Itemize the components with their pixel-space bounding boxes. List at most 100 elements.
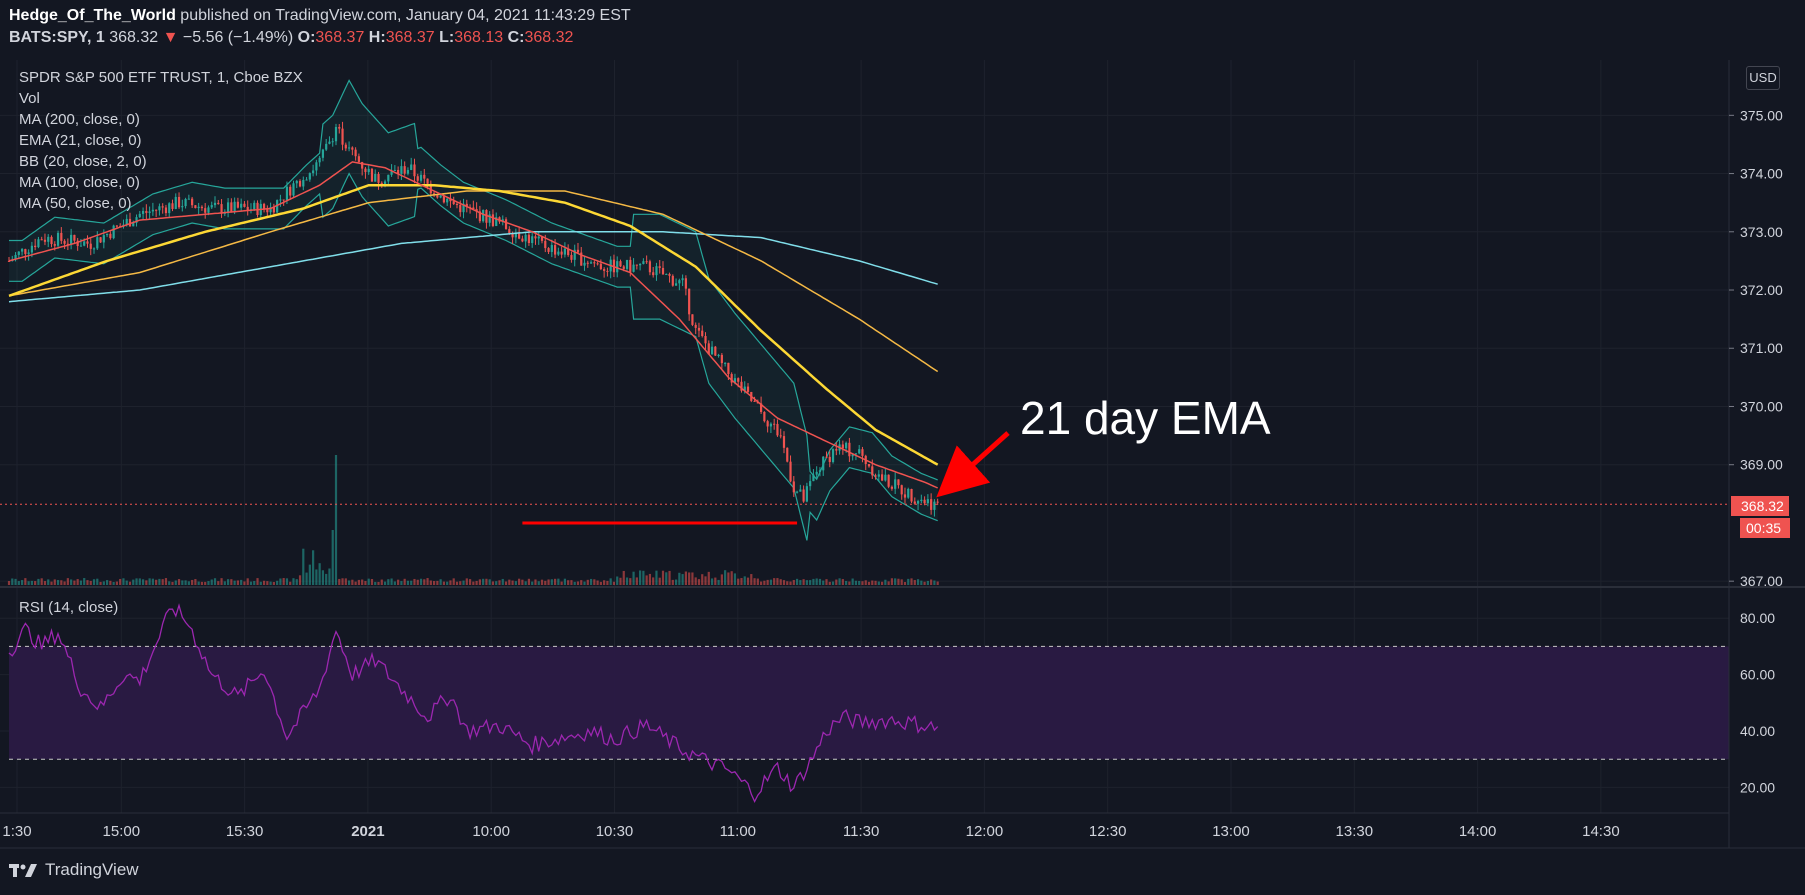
candle-body — [769, 423, 773, 427]
volume-bar — [635, 577, 638, 585]
candle-body — [344, 144, 347, 149]
volume-bar — [184, 580, 187, 585]
candle-body — [27, 252, 30, 254]
volume-bar — [563, 578, 566, 585]
legend-ema21[interactable]: EMA (21, close, 0) — [19, 132, 142, 149]
footer-brand-label: TradingView — [45, 860, 139, 879]
candle-body — [50, 236, 53, 245]
volume-bar — [423, 579, 426, 585]
volume-bar — [730, 571, 733, 585]
volume-bar — [259, 581, 262, 585]
volume-bar — [491, 581, 495, 585]
footer-brand[interactable]: TradingView — [9, 860, 139, 880]
volume-bar — [282, 578, 285, 585]
volume-bar — [312, 550, 315, 585]
publish-header: Hedge_Of_The_World published on TradingV… — [0, 0, 1805, 60]
candle-body — [746, 386, 750, 392]
candle-body — [465, 203, 468, 208]
volume-bar — [331, 530, 334, 585]
candle-body — [164, 207, 168, 214]
candle-body — [629, 259, 632, 272]
open-value: 368.37 — [315, 29, 365, 46]
price-tick-label: 367.00 — [1740, 573, 1783, 589]
candle-body — [302, 180, 305, 187]
candle-body — [128, 218, 132, 227]
time-tick-label: 1:30 — [2, 823, 31, 840]
volume-bar — [540, 579, 544, 585]
time-tick-label: 15:30 — [226, 823, 264, 840]
rsi-legend[interactable]: RSI (14, close) — [19, 599, 119, 616]
volume-bar — [583, 581, 586, 585]
candle-body — [720, 354, 723, 364]
volume-bar — [73, 580, 76, 585]
candle-body — [482, 210, 485, 222]
candle-body — [298, 180, 302, 187]
volume-bar — [550, 579, 553, 585]
candle-body — [331, 141, 334, 143]
candle-body — [933, 501, 936, 510]
candle-body — [511, 233, 514, 238]
currency-button[interactable]: USD — [1746, 66, 1780, 90]
candle-body — [890, 486, 893, 489]
annotation-arrow — [936, 431, 1010, 498]
volume-bar — [465, 578, 468, 585]
candle-body — [397, 169, 400, 174]
candle-body — [14, 254, 17, 260]
volume-bar — [733, 573, 737, 585]
legend-ma50[interactable]: MA (50, close, 0) — [19, 195, 132, 212]
volume-bar — [109, 580, 112, 585]
volume-bar — [102, 581, 105, 585]
candle-body — [357, 156, 360, 162]
author-name[interactable]: Hedge_Of_The_World — [9, 7, 176, 24]
candle-body — [910, 488, 913, 502]
countdown-tag: 00:35 — [1746, 520, 1781, 536]
low-label: L: — [439, 29, 455, 46]
candle-body — [135, 217, 138, 223]
volume-bar — [468, 579, 472, 585]
volume-bar — [406, 580, 410, 585]
volume-bar — [328, 568, 331, 585]
legend-title[interactable]: SPDR S&P 500 ETF TRUST, 1, Cboe BZX — [19, 69, 303, 86]
volume-bar — [864, 580, 867, 585]
candle-body — [312, 170, 315, 174]
candle-body — [305, 179, 308, 181]
volume-bar — [122, 578, 125, 585]
candle-body — [400, 166, 403, 174]
rsi-tick-label: 40.00 — [1740, 723, 1775, 739]
volume-bar — [720, 574, 723, 585]
legend-ma200[interactable]: MA (200, close, 0) — [19, 111, 140, 128]
volume-bar — [916, 579, 920, 585]
rsi-axis: 80.00 60.00 40.00 20.00 — [1740, 610, 1775, 795]
volume-bar — [207, 581, 210, 585]
candle-body — [387, 174, 390, 182]
volume-bar — [449, 580, 452, 585]
volume-bar — [596, 580, 599, 585]
candle-body — [661, 267, 665, 275]
legend-bb[interactable]: BB (20, close, 2, 0) — [19, 153, 147, 170]
candle-body — [652, 272, 655, 276]
volume-bar — [253, 581, 256, 585]
candle-body — [668, 273, 671, 276]
legend-ma100[interactable]: MA (100, close, 0) — [19, 174, 140, 191]
candle-body — [851, 454, 854, 457]
candle-body — [403, 166, 406, 174]
candle-body — [563, 248, 566, 255]
legend-vol[interactable]: Vol — [19, 90, 40, 107]
candle-body — [894, 479, 897, 489]
volume-bar — [325, 573, 328, 585]
low-value: 368.13 — [454, 29, 504, 46]
volume-bar — [56, 580, 60, 585]
countdown-tag-bg — [1740, 518, 1790, 538]
candle-body — [714, 346, 717, 356]
candle-body — [760, 403, 763, 412]
candle-body — [841, 444, 844, 449]
candle-body — [462, 203, 465, 213]
time-tick-label: 14:30 — [1582, 823, 1620, 840]
candle-body — [66, 243, 69, 245]
volume-bar — [390, 578, 393, 585]
candle-body — [423, 174, 426, 179]
volume-bar — [135, 578, 138, 585]
volume-bar — [903, 581, 907, 585]
volume-bar — [825, 579, 828, 585]
